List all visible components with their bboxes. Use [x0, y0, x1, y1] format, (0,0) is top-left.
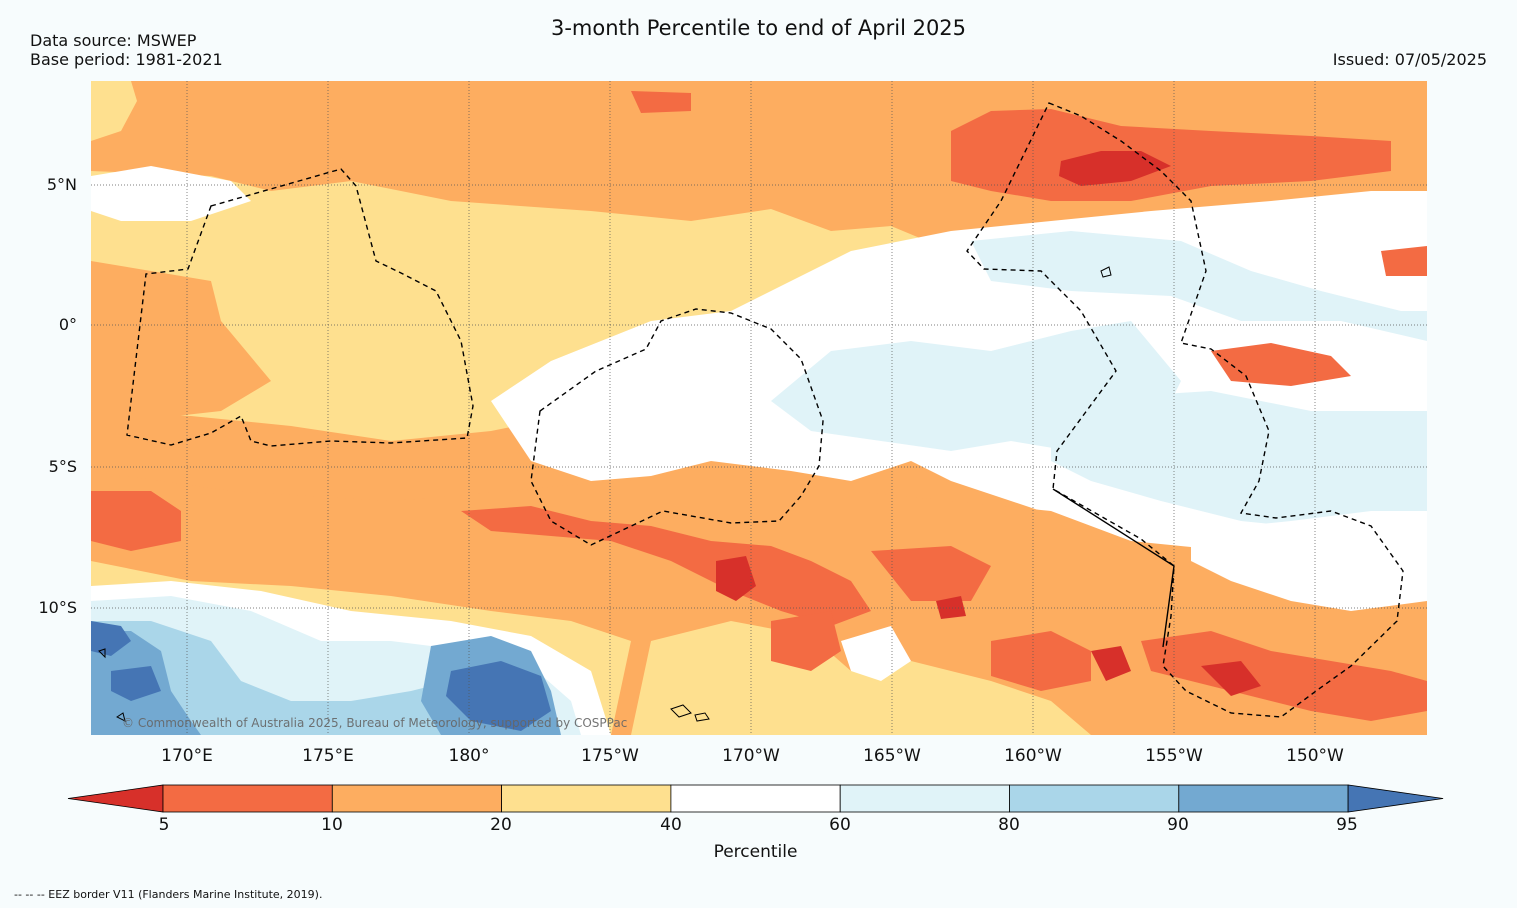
colorbar-bin — [1009, 784, 1180, 813]
bin-below-5-area — [1059, 151, 1171, 186]
bin-60-80-area — [1051, 391, 1427, 531]
colorbar-bin — [162, 784, 333, 813]
eez-borders — [126, 102, 1404, 718]
bin-below-5-area — [716, 556, 756, 601]
bin-60-80-area — [971, 231, 1427, 341]
base-period-label: Base period: 1981-2021 — [30, 50, 223, 69]
bin-5-10-area — [771, 611, 841, 671]
bin-5-10-area — [951, 109, 1391, 201]
bin-below-5-area — [1201, 661, 1261, 696]
bin-5-10-area — [91, 491, 181, 551]
lon-label-175w: 175°W — [581, 746, 639, 766]
lat-label-0: 0° — [58, 315, 77, 334]
lon-label-155w: 155°W — [1145, 746, 1203, 766]
map-title: 3-month Percentile to end of April 2025 — [550, 16, 967, 40]
lat-label-5s: 5°S — [48, 457, 77, 476]
eez-legend-note: -- -- -- EEZ border V11 (Flanders Marine… — [14, 888, 323, 901]
colorbar-bin — [1347, 784, 1444, 813]
copyright-note: © Commonwealth of Australia 2025, Bureau… — [122, 716, 628, 730]
colorbar-label: Percentile — [713, 842, 798, 862]
bin-80-90-area — [91, 621, 531, 735]
island-outline — [1100, 266, 1112, 278]
island-outlines — [98, 266, 1112, 722]
bin-above-95-area — [111, 666, 161, 701]
colorbar-bin — [670, 784, 841, 813]
bin-5-10-area — [631, 91, 691, 113]
lon-label-170w: 170°W — [722, 746, 780, 766]
eez-border-phoenix-islands — [530, 308, 824, 546]
map-gridlines — [91, 81, 1427, 735]
eez-border-kiribati-gilbert — [126, 168, 474, 447]
colorbar-bin — [331, 784, 502, 813]
lat-label-5n: 5°N — [46, 175, 77, 194]
map-frame — [91, 81, 1427, 735]
colorbar — [67, 784, 1444, 813]
colorbar-tick-label: 40 — [660, 815, 682, 835]
lon-label-165w: 165°W — [863, 746, 921, 766]
bin-5-10-area — [991, 631, 1091, 691]
lon-label-150w: 150°W — [1286, 746, 1344, 766]
island-outline — [694, 712, 710, 722]
eez-border-cook-islands-solid — [1052, 488, 1175, 648]
bin-above-95-area — [91, 621, 131, 656]
bin-above-95-area — [446, 661, 551, 731]
colorbar-bin — [1178, 784, 1349, 813]
percentile-map — [91, 81, 1427, 735]
island-outline — [670, 704, 692, 718]
bin-10-20-area — [91, 261, 271, 421]
lon-label-180: 180° — [448, 746, 490, 766]
bin-below-5-area — [936, 596, 966, 619]
colorbar-bin — [501, 784, 672, 813]
lon-label-170e: 170°E — [161, 746, 213, 766]
colorbar-tick-label: 5 — [158, 815, 170, 835]
bin-5-10-area — [1141, 631, 1427, 721]
bin-40-60-area — [841, 626, 911, 681]
colorbar-tick-label: 95 — [1336, 815, 1358, 835]
bin-20-40-area — [91, 81, 137, 141]
bin-5-10-area — [461, 506, 871, 626]
eez-border-line-islands — [966, 102, 1404, 718]
colorbar-bin — [67, 784, 164, 813]
island-outline — [98, 648, 106, 659]
colorbar-tick-label: 20 — [490, 815, 512, 835]
bin-20-40-area — [631, 621, 1091, 735]
colorbar-bin — [839, 784, 1010, 813]
island-outline — [116, 712, 126, 722]
colorbar-tick-label: 60 — [829, 815, 851, 835]
colorbar-tick-label: 80 — [998, 815, 1020, 835]
issued-date-label: Issued: 07/05/2025 — [1332, 50, 1487, 69]
colorbar-tick-label: 10 — [321, 815, 343, 835]
lon-label-160w: 160°W — [1004, 746, 1062, 766]
bin-below-5-area — [1091, 646, 1131, 681]
colorbar-tick-label: 90 — [1167, 815, 1189, 835]
bin-5-10-area — [871, 546, 991, 601]
bin-40-60-area — [1191, 511, 1427, 611]
lat-label-10s: 10°S — [38, 598, 77, 617]
data-source-label: Data source: MSWEP — [30, 31, 197, 50]
bin-5-10-area — [1381, 246, 1427, 276]
lon-label-175e: 175°E — [302, 746, 354, 766]
